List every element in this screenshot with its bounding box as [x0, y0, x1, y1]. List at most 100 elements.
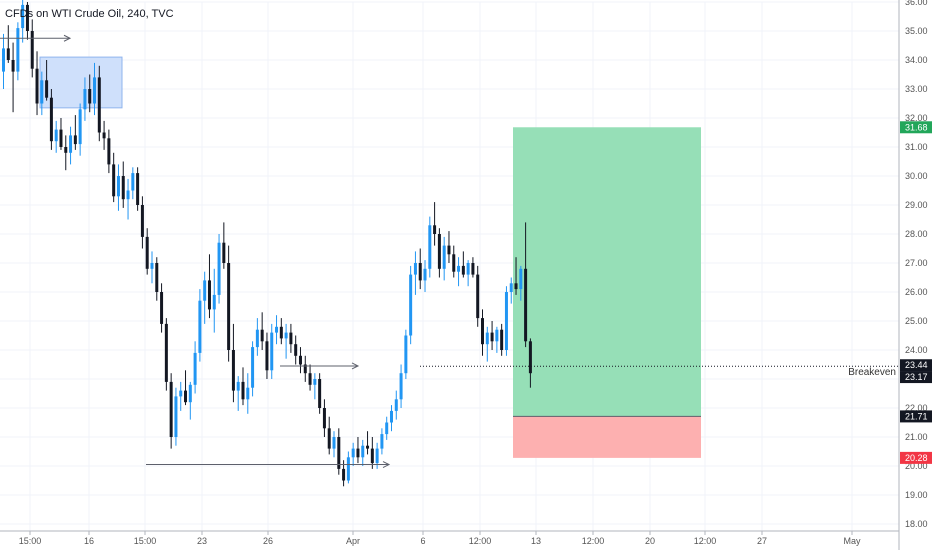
x-tick-label: 6 — [420, 536, 425, 546]
supply-zone-rect[interactable] — [39, 56, 123, 109]
candle-body — [136, 173, 140, 205]
candle-body — [30, 31, 34, 69]
candle-body — [294, 344, 298, 356]
candle-body — [481, 318, 484, 345]
candle-body — [25, 4, 29, 32]
candle-body — [198, 300, 202, 353]
candle-body — [380, 434, 384, 449]
candle-body — [514, 283, 518, 290]
candle-body — [495, 329, 499, 342]
candle-body — [160, 292, 164, 324]
candle-body — [337, 437, 341, 469]
candle-body — [203, 280, 207, 301]
candle-body — [107, 138, 111, 165]
candle-body — [184, 390, 188, 403]
y-tick-label: 26.00 — [905, 287, 928, 297]
candle-body — [461, 265, 465, 275]
candle-body — [485, 332, 489, 345]
y-tick-label: 25.00 — [905, 316, 928, 326]
candle-body — [35, 68, 39, 104]
candle-body — [246, 387, 250, 400]
candle-body — [207, 280, 211, 310]
candle-body — [155, 263, 159, 292]
x-tick-label: 20 — [645, 536, 655, 546]
x-tick-label: 15:00 — [134, 536, 157, 546]
x-tick-label: 12:00 — [582, 536, 605, 546]
candle-body — [83, 89, 87, 110]
y-tick-label: 28.00 — [905, 229, 928, 239]
candle-body — [275, 326, 279, 333]
x-tick-label: 15:00 — [19, 536, 42, 546]
x-tick-label: 16 — [84, 536, 94, 546]
y-tick-label: 22.00 — [905, 403, 928, 413]
y-tick-label: 32.00 — [905, 113, 928, 123]
chart-title: CFDs on WTI Crude Oil, 240, TVC — [5, 8, 174, 20]
candle-body — [64, 147, 68, 153]
y-tick-label: 18.00 — [905, 519, 928, 529]
candle-body — [509, 283, 513, 292]
x-tick-label: May — [843, 536, 861, 546]
candle-body — [212, 294, 216, 310]
candle-body — [466, 263, 470, 275]
candle-body — [260, 329, 264, 342]
price-tag — [900, 451, 932, 464]
y-tick-label: 24.00 — [905, 345, 928, 355]
breakeven-label: Breakeven — [848, 367, 896, 378]
candle-body — [447, 245, 451, 255]
price-tag — [900, 121, 932, 134]
x-tick-label: 13 — [531, 536, 541, 546]
candle-body — [452, 254, 456, 272]
candle-body — [303, 364, 307, 374]
arrow-head — [382, 461, 391, 468]
candle-body — [169, 381, 173, 437]
x-tick-label: 27 — [757, 536, 767, 546]
candle-body — [59, 129, 63, 147]
candle-body — [16, 28, 20, 72]
candle-body — [145, 236, 149, 269]
candle-body — [413, 263, 417, 275]
candle-body — [270, 332, 274, 371]
candle-body — [409, 274, 413, 336]
candle-body — [471, 263, 475, 275]
candle-body — [11, 60, 15, 72]
y-tick-label: 35.00 — [905, 26, 928, 36]
candle-body — [418, 263, 422, 281]
candle-body — [131, 173, 135, 191]
loss-zone[interactable] — [513, 416, 701, 458]
y-tick-label: 29.00 — [905, 200, 928, 210]
candle-body — [236, 381, 240, 391]
candle-body — [318, 379, 322, 408]
candle-body — [73, 135, 77, 145]
candle-body — [519, 268, 523, 290]
candle-body — [97, 77, 101, 133]
candle-body — [476, 274, 480, 319]
candle-body — [93, 77, 97, 104]
candle-body — [231, 350, 235, 391]
candle-body — [2, 48, 5, 72]
candle-body — [308, 373, 312, 385]
candle-body — [69, 135, 73, 153]
candle-body — [375, 448, 379, 464]
candle-body — [45, 80, 49, 98]
x-tick-label: 23 — [197, 536, 207, 546]
candle-body — [394, 399, 398, 411]
price-tag-label: 23.17 — [905, 372, 928, 382]
candle-body — [279, 326, 283, 339]
candle-body — [332, 437, 336, 449]
price-tag — [900, 371, 932, 384]
profit-zone[interactable] — [513, 127, 701, 417]
candle-body — [370, 448, 374, 464]
price-tag-label: 23.44 — [905, 360, 928, 370]
y-tick-label: 34.00 — [905, 55, 928, 65]
candle-body — [150, 263, 154, 269]
candle-body — [361, 445, 365, 458]
candle-body — [524, 268, 528, 342]
candle-body — [102, 132, 106, 139]
candle-body — [40, 80, 44, 104]
arrow-head — [351, 362, 360, 370]
candle-body — [174, 396, 178, 437]
candle-body — [504, 292, 508, 350]
